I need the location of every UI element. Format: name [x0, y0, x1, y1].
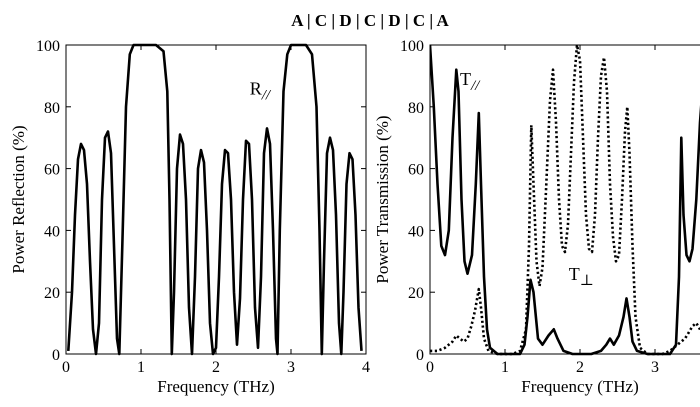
- y-tick-label: 80: [408, 100, 424, 117]
- y-tick-label: 40: [408, 223, 424, 240]
- x-tick-label: 3: [651, 359, 659, 376]
- y-tick-label: 20: [408, 285, 424, 302]
- y-tick-label: 0: [416, 347, 424, 364]
- x-tick-label: 3: [287, 359, 295, 376]
- y-axis-label: Power Reflection (%): [9, 125, 28, 273]
- x-axis-label: Frequency (THz): [521, 377, 639, 396]
- annotation-main: T: [460, 69, 471, 89]
- y-tick-label: 40: [44, 223, 60, 240]
- curve-annotation: T//: [460, 69, 481, 94]
- series-line-dotted: [430, 43, 700, 356]
- x-tick-label: 2: [576, 359, 584, 376]
- y-tick-label: 100: [400, 38, 424, 55]
- y-tick-label: 0: [52, 347, 60, 364]
- series-line-solid: [67, 43, 363, 356]
- y-tick-label: 60: [44, 162, 60, 179]
- y-tick-label: 20: [44, 285, 60, 302]
- curve-annotation: T⊥: [569, 264, 594, 289]
- x-tick-label: 1: [501, 359, 509, 376]
- y-tick-label: 80: [44, 100, 60, 117]
- x-tick-label: 2: [212, 359, 220, 376]
- annotation-subscript: //: [470, 78, 481, 94]
- curve-annotation: R//: [250, 78, 272, 103]
- y-tick-label: 60: [408, 162, 424, 179]
- x-axis-label: Frequency (THz): [157, 377, 275, 396]
- x-tick-label: 0: [62, 359, 70, 376]
- annotation-subscript: ⊥: [580, 273, 594, 289]
- annotation-main: R: [250, 78, 262, 98]
- annotation-main: T: [569, 264, 580, 284]
- y-axis-label: Power Transmission (%): [373, 115, 392, 283]
- x-tick-label: 0: [426, 359, 434, 376]
- x-tick-label: 4: [362, 359, 370, 376]
- x-tick-label: 1: [137, 359, 145, 376]
- figure-title: A | C | D | C | D | C | A: [291, 11, 449, 30]
- y-tick-label: 100: [36, 38, 60, 55]
- annotation-subscript: //: [261, 87, 272, 103]
- series-line-solid: [430, 44, 700, 356]
